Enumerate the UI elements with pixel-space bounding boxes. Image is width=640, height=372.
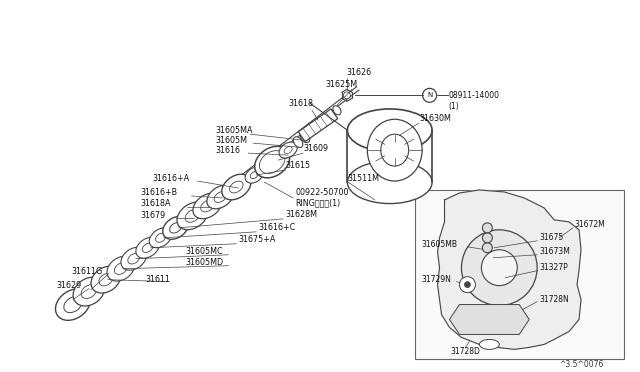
Text: 00922-50700: 00922-50700 <box>295 189 349 198</box>
Text: 08911-14000: 08911-14000 <box>449 91 499 100</box>
Ellipse shape <box>381 134 409 166</box>
Circle shape <box>465 282 470 288</box>
Text: 31605MD: 31605MD <box>186 258 223 267</box>
Text: 31679: 31679 <box>141 211 166 220</box>
Text: 31605MA: 31605MA <box>216 126 253 135</box>
Text: N: N <box>427 92 432 98</box>
Text: 31616+B: 31616+B <box>141 189 178 198</box>
Ellipse shape <box>255 146 290 178</box>
Text: 31628M: 31628M <box>285 211 317 219</box>
Ellipse shape <box>333 106 341 115</box>
Circle shape <box>483 243 492 253</box>
Text: 31729N: 31729N <box>422 275 451 284</box>
Text: 31609: 31609 <box>303 144 328 153</box>
Ellipse shape <box>230 181 243 193</box>
Ellipse shape <box>214 192 227 202</box>
Text: 31618: 31618 <box>288 99 313 108</box>
Ellipse shape <box>193 193 222 219</box>
Polygon shape <box>438 190 581 349</box>
Ellipse shape <box>222 174 251 200</box>
Ellipse shape <box>207 185 234 209</box>
Ellipse shape <box>136 237 159 258</box>
Text: 31511M: 31511M <box>348 173 380 183</box>
Text: 31630M: 31630M <box>420 114 451 123</box>
Ellipse shape <box>99 273 113 286</box>
Bar <box>415 190 624 359</box>
Text: 31605MB: 31605MB <box>422 240 458 249</box>
Polygon shape <box>298 109 338 142</box>
Text: 31618A: 31618A <box>141 199 171 208</box>
Text: ^3.5^0076: ^3.5^0076 <box>559 360 604 369</box>
Ellipse shape <box>121 247 147 270</box>
Circle shape <box>483 223 492 233</box>
Circle shape <box>344 92 350 99</box>
Ellipse shape <box>81 285 97 298</box>
Text: 31616+C: 31616+C <box>258 223 296 232</box>
Circle shape <box>460 277 476 293</box>
Ellipse shape <box>284 147 292 154</box>
Text: RINGリング(1): RINGリング(1) <box>295 198 340 208</box>
Text: 31615: 31615 <box>285 161 310 170</box>
Text: (1): (1) <box>449 102 460 111</box>
Ellipse shape <box>156 233 166 242</box>
Ellipse shape <box>300 132 310 142</box>
Ellipse shape <box>115 263 127 275</box>
Text: 31675+A: 31675+A <box>238 235 276 244</box>
Text: 31625M: 31625M <box>325 80 357 89</box>
Ellipse shape <box>56 289 90 320</box>
Ellipse shape <box>185 209 200 222</box>
Ellipse shape <box>245 167 263 183</box>
Ellipse shape <box>73 277 104 306</box>
Circle shape <box>422 89 436 102</box>
Ellipse shape <box>142 243 153 253</box>
Ellipse shape <box>348 161 432 203</box>
Ellipse shape <box>479 339 499 349</box>
Ellipse shape <box>170 222 181 233</box>
Ellipse shape <box>107 256 134 281</box>
Text: 31626: 31626 <box>347 68 372 77</box>
Ellipse shape <box>279 142 297 158</box>
Ellipse shape <box>259 151 285 173</box>
Text: 31327P: 31327P <box>539 263 568 272</box>
Polygon shape <box>449 305 529 334</box>
Ellipse shape <box>163 217 188 239</box>
Ellipse shape <box>149 228 172 248</box>
Ellipse shape <box>264 155 280 170</box>
Text: 31629: 31629 <box>56 281 81 290</box>
Ellipse shape <box>91 266 120 293</box>
Text: 31616: 31616 <box>216 145 241 155</box>
Text: 31611G: 31611G <box>71 267 102 276</box>
Ellipse shape <box>293 137 303 148</box>
Text: 31605M: 31605M <box>216 136 248 145</box>
Text: 31616+A: 31616+A <box>152 173 189 183</box>
Circle shape <box>483 233 492 243</box>
Text: 31728D: 31728D <box>451 347 481 356</box>
Text: 31611: 31611 <box>146 275 171 284</box>
Ellipse shape <box>177 202 208 230</box>
Ellipse shape <box>348 109 432 151</box>
Text: 31672M: 31672M <box>574 220 605 230</box>
Ellipse shape <box>128 253 140 264</box>
Ellipse shape <box>201 200 214 212</box>
Ellipse shape <box>64 296 82 312</box>
Ellipse shape <box>367 119 422 181</box>
Ellipse shape <box>250 171 259 179</box>
Circle shape <box>461 230 537 305</box>
Circle shape <box>481 250 517 286</box>
Text: 31675: 31675 <box>539 233 563 242</box>
Text: 31605MC: 31605MC <box>186 247 223 256</box>
Text: 31728N: 31728N <box>539 295 569 304</box>
Text: 31673M: 31673M <box>539 247 570 256</box>
